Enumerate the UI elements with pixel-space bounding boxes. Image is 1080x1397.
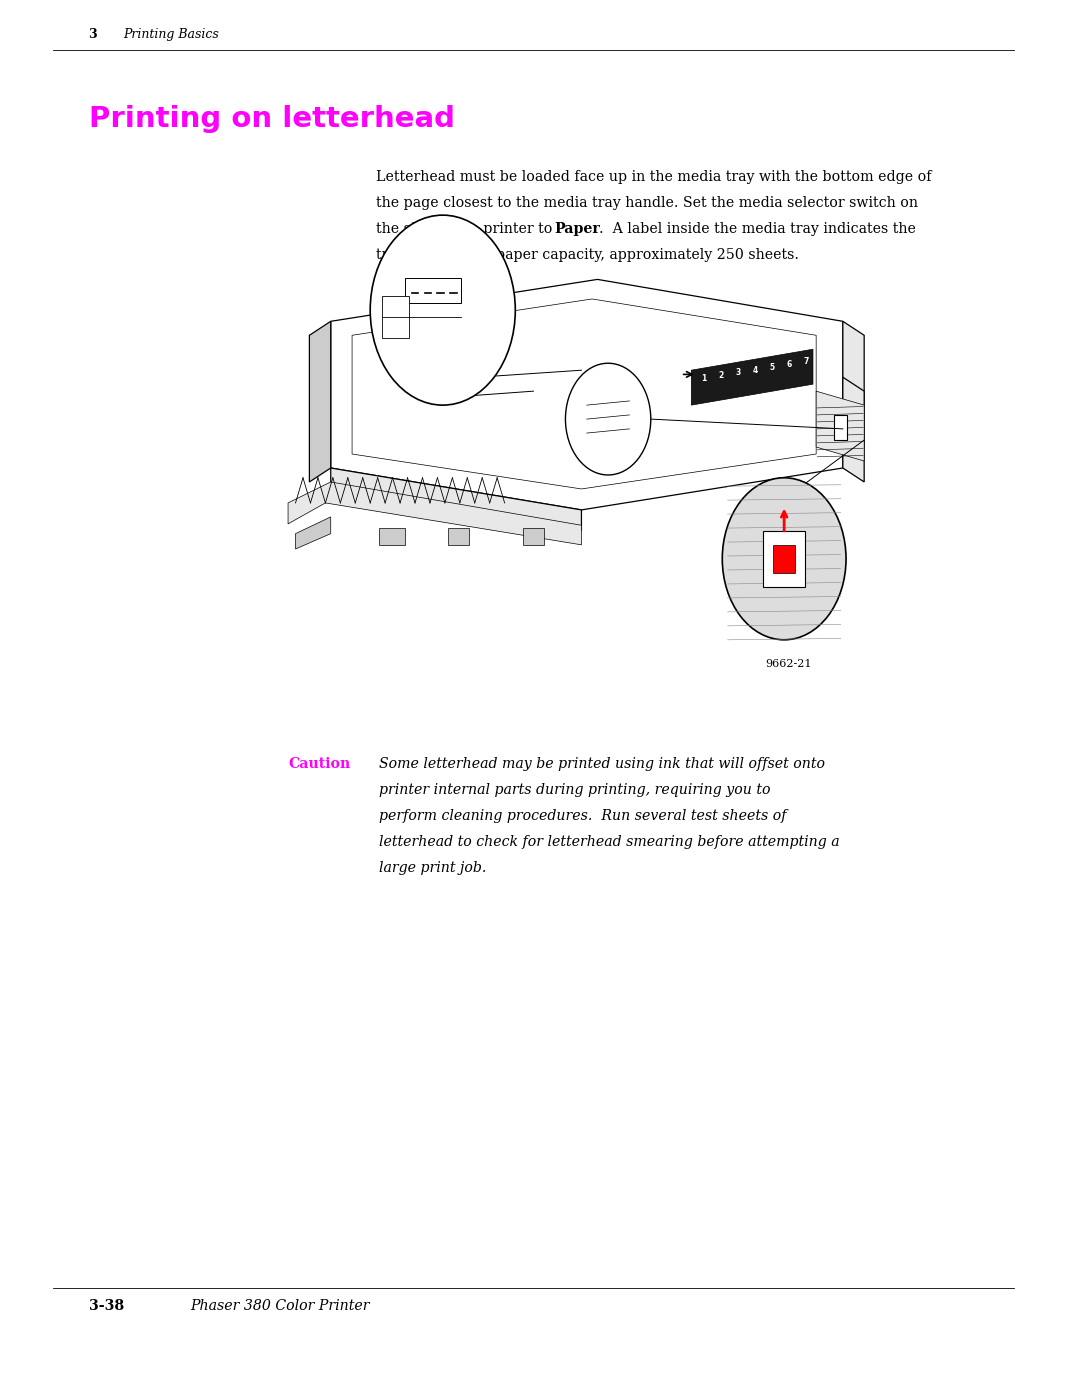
Polygon shape: [352, 299, 816, 489]
Text: 1: 1: [702, 374, 706, 383]
Bar: [379, 528, 405, 545]
Polygon shape: [330, 468, 581, 531]
Text: 2: 2: [718, 372, 724, 380]
Polygon shape: [816, 391, 864, 461]
Text: perform cleaning procedures.  Run several test sheets of: perform cleaning procedures. Run several…: [379, 809, 786, 823]
Text: 3: 3: [89, 28, 97, 41]
Text: Caution: Caution: [288, 757, 350, 771]
Text: Printing Basics: Printing Basics: [123, 28, 218, 41]
Text: 7: 7: [804, 358, 809, 366]
Bar: [448, 528, 470, 545]
Text: 5: 5: [770, 363, 775, 372]
Bar: [382, 296, 408, 338]
Polygon shape: [842, 377, 864, 447]
Text: letterhead to check for letterhead smearing before attempting a: letterhead to check for letterhead smear…: [379, 835, 839, 849]
Text: tray’s maximum paper capacity, approximately 250 sheets.: tray’s maximum paper capacity, approxima…: [376, 249, 798, 263]
Text: .  A label inside the media tray indicates the: . A label inside the media tray indicate…: [599, 222, 916, 236]
Polygon shape: [309, 321, 330, 482]
Text: 4: 4: [753, 366, 758, 374]
Text: 9662-21: 9662-21: [765, 659, 811, 669]
Polygon shape: [296, 517, 330, 549]
Polygon shape: [691, 349, 813, 405]
Circle shape: [370, 215, 515, 405]
Polygon shape: [842, 321, 864, 482]
Text: 6: 6: [787, 360, 792, 369]
Circle shape: [566, 363, 651, 475]
Circle shape: [723, 478, 846, 640]
Text: 3: 3: [735, 369, 741, 377]
Text: Some letterhead may be printed using ink that will offset onto: Some letterhead may be printed using ink…: [379, 757, 825, 771]
Text: printer internal parts during printing, requiring you to: printer internal parts during printing, …: [379, 782, 770, 798]
Text: large print job.: large print job.: [379, 861, 486, 875]
Text: Letterhead must be loaded face up in the media tray with the bottom edge of: Letterhead must be loaded face up in the…: [376, 170, 931, 184]
Bar: [523, 528, 544, 545]
Bar: [773, 545, 795, 573]
Text: Phaser 380 Color Printer: Phaser 380 Color Printer: [190, 1299, 369, 1313]
Text: the side of the printer to: the side of the printer to: [376, 222, 556, 236]
Text: Printing on letterhead: Printing on letterhead: [89, 105, 455, 133]
Bar: [405, 278, 461, 303]
Bar: [762, 531, 806, 587]
Polygon shape: [288, 482, 581, 545]
Polygon shape: [330, 279, 842, 510]
Text: the page closest to the media tray handle. Set the media selector switch on: the page closest to the media tray handl…: [376, 196, 918, 211]
Text: 3-38: 3-38: [89, 1299, 124, 1313]
Text: Paper: Paper: [554, 222, 600, 236]
FancyBboxPatch shape: [834, 415, 847, 440]
